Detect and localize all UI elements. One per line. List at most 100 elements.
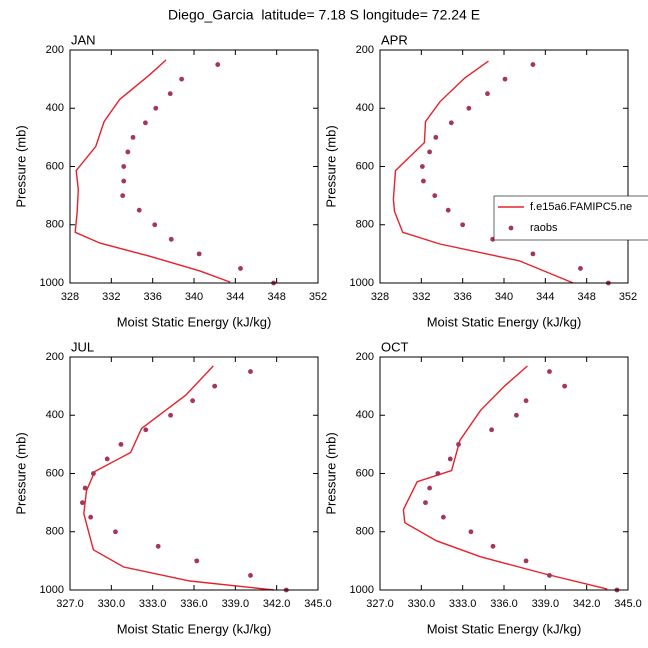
x-tick-label: 348: [267, 291, 285, 303]
y-tick-label: 200: [46, 44, 64, 56]
obs-point: [523, 558, 529, 564]
obs-point: [238, 266, 243, 271]
y-axis-label: Pressure (mb): [323, 432, 338, 514]
model-line: [392, 60, 574, 284]
x-tick-label: 327.0: [366, 598, 394, 610]
x-tick-label: 352: [309, 291, 327, 303]
x-tick-label: 333.0: [139, 598, 167, 610]
obs-point: [448, 120, 454, 126]
y-axis-label: Pressure (mb): [13, 432, 28, 514]
obs-point: [179, 76, 185, 82]
legend-label: raobs: [530, 222, 558, 234]
obs-point: [432, 193, 438, 199]
obs-point: [125, 149, 131, 155]
x-tick-label: 339.0: [222, 598, 250, 610]
obs-point: [514, 412, 519, 418]
x-tick-label: 340: [495, 291, 513, 303]
obs-point: [460, 222, 466, 228]
x-tick-label: 330.0: [98, 598, 126, 610]
x-tick-label: 332: [412, 291, 430, 303]
x-tick-label: 336.0: [490, 598, 518, 610]
obs-point: [523, 398, 529, 404]
obs-point: [427, 149, 432, 155]
obs-point: [562, 383, 568, 389]
y-tick-label: 200: [356, 351, 374, 363]
obs-point: [121, 164, 127, 169]
panel-title: APR: [381, 32, 408, 47]
x-tick-label: 336: [143, 291, 161, 303]
x-tick-label: 328: [61, 291, 79, 303]
obs-point: [485, 91, 490, 97]
obs-point: [152, 222, 158, 228]
obs-point: [143, 120, 148, 126]
panel-title: JUL: [71, 339, 94, 354]
obs-point: [82, 485, 88, 491]
obs-point: [120, 193, 126, 199]
model-line: [74, 59, 231, 283]
x-axis-label: Moist Static Energy (kJ/kg): [117, 621, 272, 636]
obs-point: [88, 514, 94, 520]
y-tick-label: 400: [46, 102, 64, 114]
obs-point: [168, 412, 173, 418]
obs-point: [104, 456, 110, 462]
legend-label: f.e15a6.FAMIPC5.ne: [530, 201, 632, 213]
y-tick-label: 800: [46, 526, 64, 538]
panel-title: JAN: [71, 32, 96, 47]
plot-frame: [69, 49, 319, 284]
model-line: [402, 365, 608, 590]
y-axis-label: Pressure (mb): [323, 125, 338, 207]
obs-point: [121, 178, 127, 184]
obs-point: [130, 134, 136, 140]
y-tick-label: 600: [46, 160, 64, 172]
obs-point: [427, 485, 432, 491]
obs-point: [547, 573, 552, 578]
obs-point: [578, 266, 583, 271]
x-tick-label: 342.0: [573, 598, 601, 610]
x-tick-label: 342.0: [263, 598, 291, 610]
obs-point: [445, 207, 451, 213]
obs-point: [419, 164, 425, 169]
x-tick-label: 327.0: [56, 598, 84, 610]
obs-point: [194, 558, 200, 564]
y-tick-label: 1000: [350, 584, 374, 596]
plot-frame: [69, 356, 319, 591]
x-tick-label: 333.0: [449, 598, 477, 610]
obs-point: [248, 369, 253, 374]
obs-point: [196, 251, 202, 257]
plot-frame: [379, 356, 629, 591]
obs-point: [91, 471, 96, 476]
obs-point: [447, 456, 453, 462]
figure-title: Diego_Garcia latitude= 7.18 S longitude=…: [168, 7, 480, 23]
x-tick-label: 328: [371, 291, 389, 303]
plot-frame: [379, 49, 629, 284]
x-tick-label: 352: [619, 291, 637, 303]
y-axis-label: Pressure (mb): [13, 125, 28, 207]
obs-point: [490, 543, 496, 549]
x-tick-label: 344: [226, 291, 244, 303]
obs-point: [547, 369, 552, 374]
y-tick-label: 1000: [40, 584, 64, 596]
obs-point: [248, 573, 253, 578]
x-axis-label: Moist Static Energy (kJ/kg): [117, 314, 272, 329]
obs-point: [466, 105, 472, 111]
y-tick-label: 800: [356, 526, 374, 538]
obs-point: [168, 236, 174, 242]
x-axis-label: Moist Static Energy (kJ/kg): [427, 314, 582, 329]
y-tick-label: 200: [46, 351, 64, 363]
x-tick-label: 339.0: [532, 598, 560, 610]
panel-title: OCT: [381, 339, 409, 354]
obs-point: [423, 500, 428, 506]
obs-point: [153, 105, 159, 111]
x-tick-label: 348: [577, 291, 595, 303]
y-tick-label: 600: [46, 467, 64, 479]
x-tick-label: 345.0: [304, 598, 332, 610]
obs-point: [468, 529, 474, 535]
obs-point: [433, 134, 439, 140]
x-tick-label: 344: [536, 291, 554, 303]
y-tick-label: 400: [46, 409, 64, 421]
legend-box: [493, 195, 648, 241]
y-tick-label: 800: [356, 219, 374, 231]
x-tick-label: 336.0: [180, 598, 208, 610]
y-tick-label: 800: [46, 219, 64, 231]
